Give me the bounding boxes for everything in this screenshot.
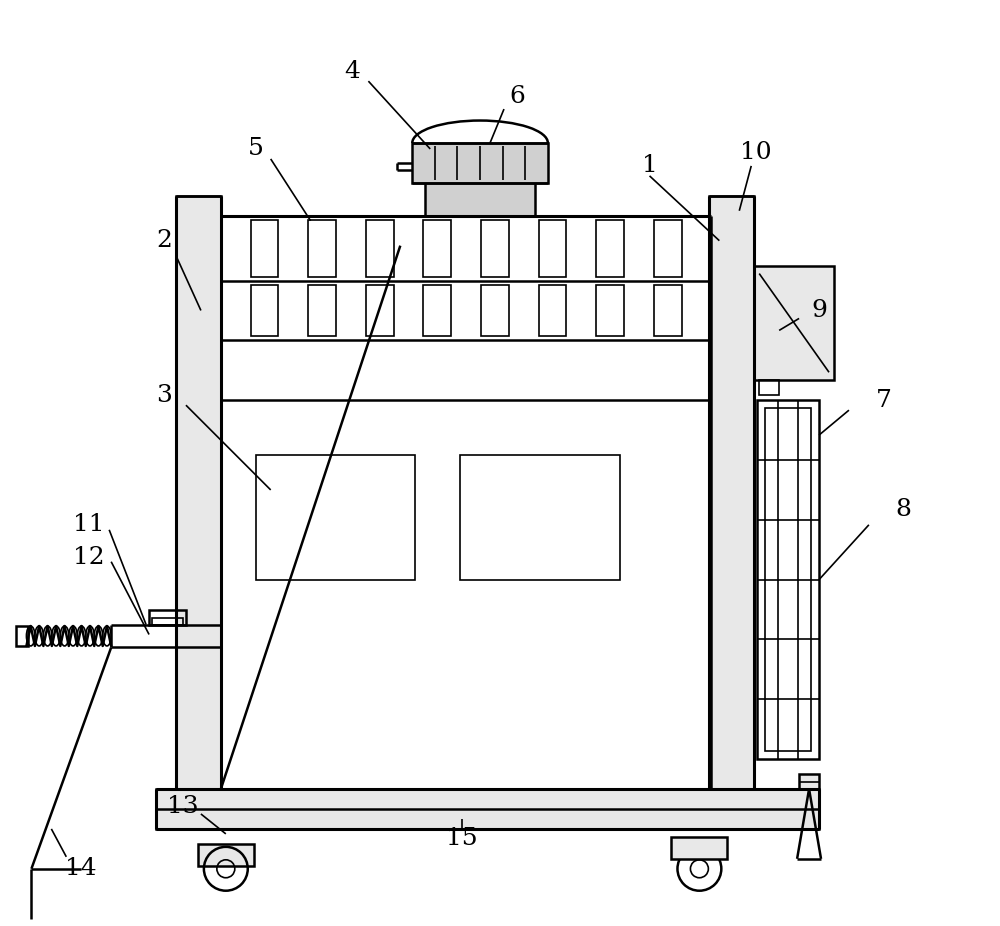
Bar — [251, 284, 278, 336]
Bar — [596, 219, 624, 277]
Bar — [156, 789, 819, 829]
Bar — [423, 219, 451, 277]
Text: 8: 8 — [896, 498, 912, 521]
Text: 4: 4 — [345, 59, 360, 82]
Bar — [366, 219, 394, 277]
Text: 10: 10 — [740, 142, 772, 165]
Text: 11: 11 — [73, 513, 105, 536]
Bar — [256, 455, 415, 580]
Text: 1: 1 — [642, 155, 657, 178]
Bar — [308, 219, 336, 277]
Bar — [366, 284, 394, 336]
Text: 14: 14 — [65, 857, 97, 881]
Bar — [481, 284, 509, 336]
Text: 7: 7 — [876, 389, 892, 412]
Bar — [460, 455, 620, 580]
Bar — [481, 219, 509, 277]
Bar — [198, 844, 254, 866]
Bar — [251, 219, 278, 277]
Text: 3: 3 — [156, 383, 172, 407]
Bar — [754, 266, 834, 381]
Bar — [765, 408, 811, 751]
Text: 12: 12 — [73, 546, 105, 569]
Bar — [596, 284, 624, 336]
Bar — [799, 774, 819, 789]
Bar — [671, 837, 727, 858]
Bar — [308, 284, 336, 336]
Bar — [149, 609, 186, 624]
Bar — [709, 195, 754, 789]
Bar — [654, 284, 682, 336]
Bar — [152, 618, 183, 624]
Bar — [654, 219, 682, 277]
Bar — [539, 284, 566, 336]
Bar — [757, 400, 819, 759]
Bar — [16, 626, 28, 646]
Text: 9: 9 — [811, 299, 827, 322]
Bar — [423, 284, 451, 336]
Bar — [412, 143, 548, 182]
Bar — [539, 219, 566, 277]
Text: 13: 13 — [167, 795, 199, 819]
Text: 15: 15 — [446, 827, 478, 850]
Text: 2: 2 — [156, 229, 172, 252]
Bar — [759, 381, 779, 395]
Text: 5: 5 — [248, 137, 264, 160]
Text: 6: 6 — [509, 84, 525, 107]
Bar — [176, 195, 221, 789]
Bar — [425, 181, 535, 216]
